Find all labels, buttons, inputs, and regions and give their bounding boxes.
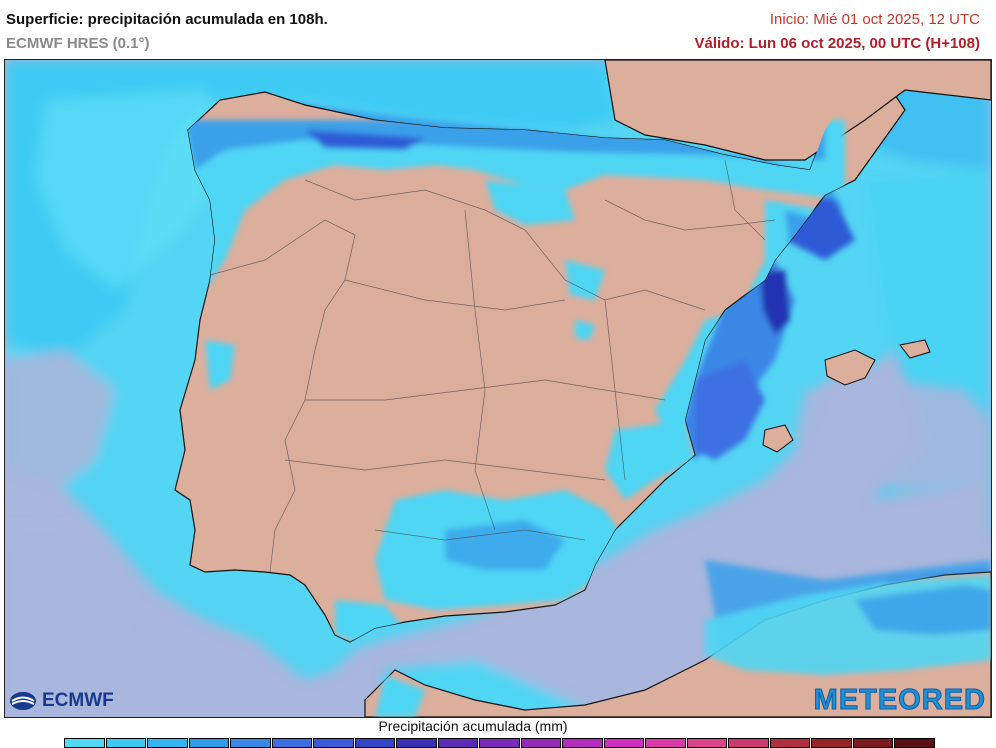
map-canvas [5, 60, 991, 717]
meteored-logo[interactable]: METEORED [813, 684, 986, 717]
map-title: Superficie: precipitación acumulada en 1… [6, 11, 328, 28]
model-label: ECMWF HRES (0.1°) [6, 35, 150, 52]
legend-color-scale [64, 738, 936, 748]
precip-land-fields [175, 120, 845, 642]
ibiza [762, 424, 794, 453]
map-header: Superficie: precipitación acumulada en 1… [0, 0, 996, 60]
ecmwf-logo-text: ECMWF [42, 690, 114, 711]
init-time: Inicio: Mié 01 oct 2025, 12 UTC [769, 11, 980, 28]
valid-time: Válido: Lun 06 oct 2025, 00 UTC (H+108) [694, 35, 980, 52]
ecmwf-logo: ECMWF [8, 688, 142, 714]
menorca [899, 339, 931, 359]
mallorca [824, 349, 876, 386]
precip-africa [375, 575, 991, 717]
admin-borders [209, 159, 776, 573]
precipitation-map[interactable] [4, 59, 992, 718]
ecmwf-swirl-icon [10, 692, 36, 710]
legend-title: Precipitación acumulada (mm) [378, 718, 568, 734]
